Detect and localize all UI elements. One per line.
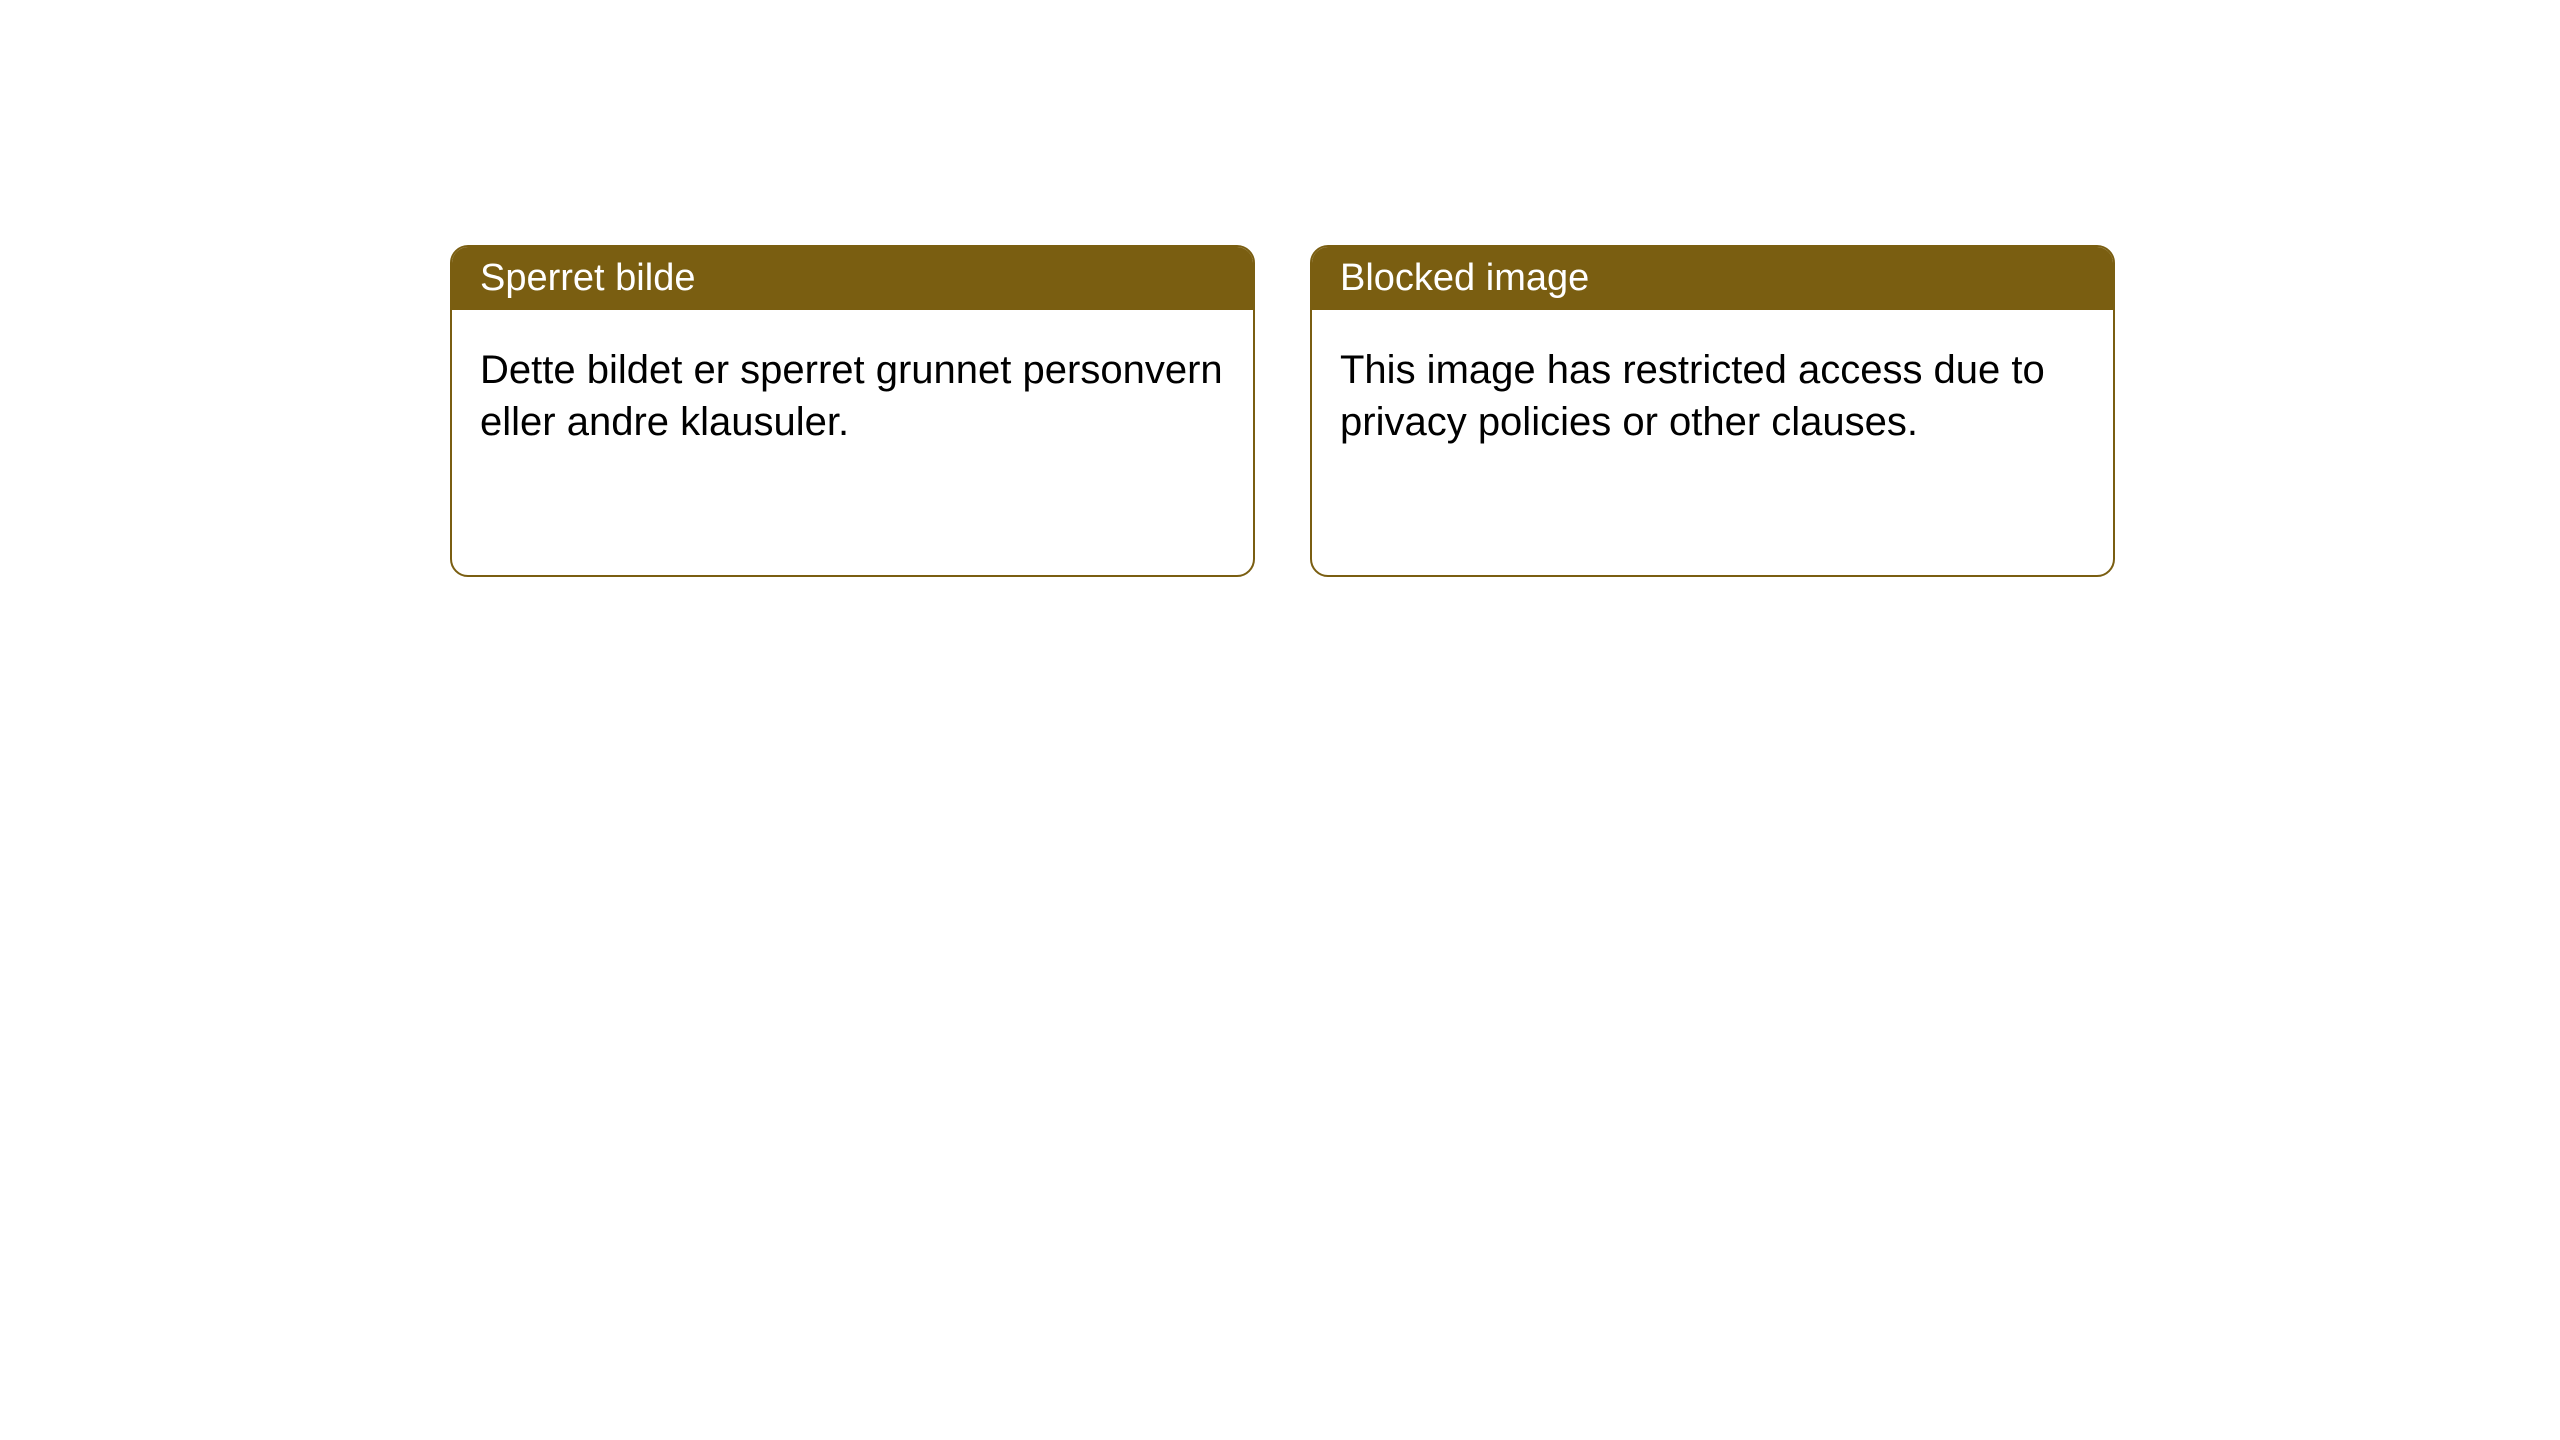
notice-card-norwegian: Sperret bilde Dette bildet er sperret gr…: [450, 245, 1255, 577]
notice-title-english: Blocked image: [1312, 247, 2113, 310]
notice-body-english: This image has restricted access due to …: [1312, 310, 2113, 482]
notice-container: Sperret bilde Dette bildet er sperret gr…: [0, 0, 2560, 577]
notice-card-english: Blocked image This image has restricted …: [1310, 245, 2115, 577]
notice-title-norwegian: Sperret bilde: [452, 247, 1253, 310]
notice-body-norwegian: Dette bildet er sperret grunnet personve…: [452, 310, 1253, 482]
